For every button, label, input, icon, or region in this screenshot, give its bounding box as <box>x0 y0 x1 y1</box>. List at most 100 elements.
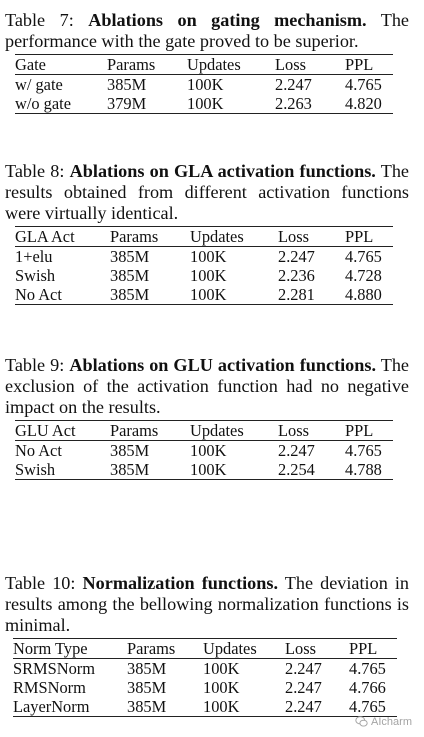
caption-label: Table 10: <box>5 573 83 593</box>
table-cell: 385M <box>107 75 147 94</box>
table-cell: Swish <box>15 266 56 285</box>
table-cell: 2.263 <box>275 94 312 113</box>
header-cell: Loss <box>278 226 345 247</box>
table-cell: No Act <box>15 441 62 460</box>
caption-title: Ablations on gating mechanism. <box>88 10 367 30</box>
header-cell: Updates <box>190 420 278 441</box>
header-cell: PPL <box>345 420 393 441</box>
table-cell: 100K <box>203 697 240 716</box>
table-cell: 100K <box>187 75 224 94</box>
wechat-icon <box>355 716 368 727</box>
table-7: Gate Params Updates Loss PPL w/ gate 385… <box>15 54 393 114</box>
table-cell: 4.728 <box>345 266 382 285</box>
table-cell: LayerNorm <box>13 697 90 716</box>
table-cell: Swish <box>15 460 56 479</box>
table-cell: 2.247 <box>285 697 322 716</box>
table-8: GLA Act Params Updates Loss PPL 1+elu 38… <box>15 226 393 305</box>
table-cell: 385M <box>127 697 167 716</box>
table-header-row: Norm Type Params Updates Loss PPL <box>13 638 397 659</box>
header-cell: PPL <box>349 638 397 659</box>
caption-title: Normalization functions. <box>82 573 279 593</box>
table-7-caption: Table 7: Ablations on gating mechanism. … <box>5 10 409 52</box>
table-cell: 4.765 <box>345 441 382 460</box>
header-cell: Norm Type <box>13 638 127 659</box>
table-8-caption: Table 8: Ablations on GLA activation fun… <box>5 161 409 224</box>
header-cell: Loss <box>285 638 349 659</box>
table-cell: 4.765 <box>349 697 386 716</box>
table-cell: 385M <box>127 678 167 697</box>
caption-label: Table 9: <box>5 355 70 375</box>
table-cell: RMSNorm <box>13 678 86 697</box>
table-cell: 2.247 <box>285 659 322 678</box>
header-cell: PPL <box>345 54 393 75</box>
caption-text: The results obtained from different acti… <box>5 161 409 223</box>
table-cell: 100K <box>190 247 227 266</box>
table-cell: 2.281 <box>278 285 315 304</box>
table-cell: 4.788 <box>345 460 382 479</box>
table-cell: 385M <box>110 247 150 266</box>
table-header-row: GLU Act Params Updates Loss PPL <box>15 420 393 441</box>
table-cell: SRMSNorm <box>13 659 95 678</box>
header-cell: Loss <box>275 54 345 75</box>
header-cell: Params <box>107 54 187 75</box>
table-cell: No Act <box>15 285 62 304</box>
header-cell: Loss <box>278 420 345 441</box>
table-cell: 2.247 <box>278 247 315 266</box>
table-cell: 4.880 <box>345 285 382 304</box>
table-cell: 4.765 <box>349 659 386 678</box>
table-cell: 379M <box>107 94 147 113</box>
table-8-block: Table 8: Ablations on GLA activation fun… <box>5 161 409 305</box>
table-row: Swish 385M 100K 2.236 4.728 <box>15 266 393 285</box>
table-cell: 2.254 <box>278 460 315 479</box>
table-cell: w/ gate <box>15 75 63 94</box>
header-cell: GLA Act <box>15 226 110 247</box>
table-cell: 100K <box>190 266 227 285</box>
header-cell: GLU Act <box>15 420 110 441</box>
table-row: RMSNorm 385M 100K 2.247 4.766 <box>13 678 397 697</box>
table-cell: 1+elu <box>15 247 53 266</box>
table-row: No Act 385M 100K 2.247 4.765 <box>15 441 393 461</box>
table-cell: 385M <box>110 285 150 304</box>
header-cell: Gate <box>15 54 107 75</box>
table-header-row: GLA Act Params Updates Loss PPL <box>15 226 393 247</box>
table-cell: 100K <box>187 94 224 113</box>
header-cell: Params <box>110 420 190 441</box>
header-cell: Updates <box>190 226 278 247</box>
table-cell: 100K <box>190 285 227 304</box>
table-cell: 385M <box>110 460 150 479</box>
table-10: Norm Type Params Updates Loss PPL SRMSNo… <box>13 638 397 717</box>
table-row: No Act 385M 100K 2.281 4.880 <box>15 285 393 305</box>
table-9-caption: Table 9: Ablations on GLU activation fun… <box>5 355 409 418</box>
table-cell: 385M <box>110 441 150 460</box>
table-row: SRMSNorm 385M 100K 2.247 4.765 <box>13 659 397 679</box>
table-cell: 2.247 <box>285 678 322 697</box>
caption-title: Ablations on GLA activation functions. <box>69 161 376 181</box>
table-9: GLU Act Params Updates Loss PPL No Act 3… <box>15 420 393 480</box>
caption-text: The performance with the gate proved to … <box>5 10 409 51</box>
header-cell: Updates <box>187 54 275 75</box>
header-cell: Params <box>127 638 203 659</box>
table-cell: 100K <box>190 460 227 479</box>
table-row: 1+elu 385M 100K 2.247 4.765 <box>15 247 393 267</box>
table-cell: 100K <box>203 678 240 697</box>
table-cell: 385M <box>110 266 150 285</box>
header-cell: PPL <box>345 226 393 247</box>
table-10-block: Table 10: Normalization functions. The d… <box>5 573 409 717</box>
table-cell: w/o gate <box>15 94 71 113</box>
table-cell: 2.247 <box>275 75 312 94</box>
table-row: w/o gate 379M 100K 2.263 4.820 <box>15 94 393 114</box>
table-cell: 4.766 <box>349 678 386 697</box>
table-cell: 4.765 <box>345 75 382 94</box>
caption-text: The deviation in results among the bello… <box>5 573 409 635</box>
table-cell: 4.820 <box>345 94 382 113</box>
caption-text: The exclusion of the activation function… <box>5 355 410 417</box>
table-cell: 100K <box>190 441 227 460</box>
table-row: w/ gate 385M 100K 2.247 4.765 <box>15 75 393 95</box>
watermark: AIcharm <box>355 715 412 728</box>
table-cell: 100K <box>203 659 240 678</box>
table-row: Swish 385M 100K 2.254 4.788 <box>15 460 393 480</box>
caption-label: Table 8: <box>5 161 70 181</box>
table-header-row: Gate Params Updates Loss PPL <box>15 54 393 75</box>
watermark-text: AIcharm <box>371 715 412 728</box>
table-9-block: Table 9: Ablations on GLU activation fun… <box>5 355 409 480</box>
